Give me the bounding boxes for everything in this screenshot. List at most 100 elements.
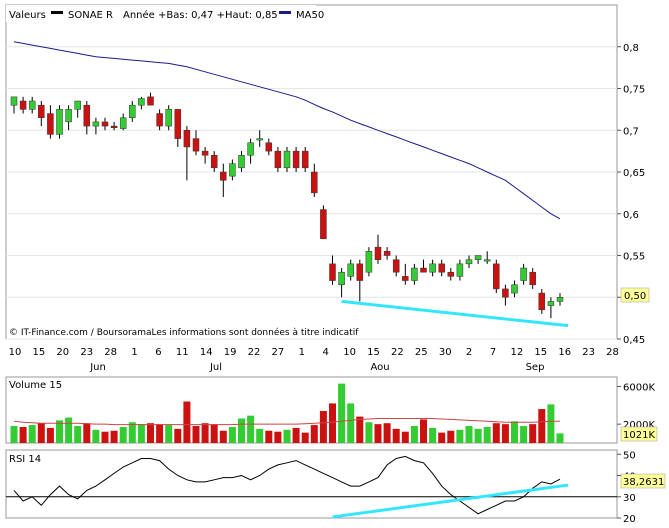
x-tick-label: 2 [466, 347, 472, 358]
x-tick-label: 6 [155, 347, 161, 358]
x-tick-label: 28 [104, 347, 117, 358]
volume-bar [319, 410, 327, 443]
candle-body [511, 284, 518, 294]
volume-bar [520, 426, 528, 443]
x-tick-label: 16 [558, 347, 571, 358]
price-gridlines [6, 46, 617, 340]
x-tick-label: 10 [343, 347, 356, 358]
legend-ma50-swatch [279, 11, 291, 14]
candle-body [147, 96, 154, 106]
candle-body [438, 263, 445, 273]
x-tick-label: 4 [323, 347, 329, 358]
volume-bar [365, 422, 373, 443]
volume-bar [456, 429, 464, 443]
volume-bar [265, 430, 273, 443]
volume-bar [165, 425, 173, 443]
x-tick-label: 20 [56, 347, 69, 358]
volume-legend: Volume 15 [9, 380, 62, 391]
candle-body [383, 251, 391, 256]
price-legend: Valeurs SONAE R Année +Bas: 0,47 +Haut: … [6, 5, 324, 22]
x-tick-label: 14 [200, 347, 213, 358]
x-month-label: Jul [209, 362, 222, 373]
volume-bar [492, 423, 500, 443]
x-tick-label: 23 [80, 347, 93, 358]
volume-bar [83, 423, 91, 443]
price-y-tick-label: 0,6 [623, 210, 639, 221]
x-tick-label: 22 [248, 347, 261, 358]
candle-body [229, 163, 236, 177]
candle-body [429, 263, 436, 273]
volume-bar [119, 426, 127, 443]
x-tick-label: 15 [367, 347, 380, 358]
x-tick-label: 7 [490, 347, 496, 358]
candle-body [411, 267, 418, 281]
volume-bar [174, 428, 182, 443]
x-tick-label: 25 [415, 347, 428, 358]
x-tick-label: 15 [534, 347, 547, 358]
candle-body [556, 297, 564, 302]
volume-bar [65, 417, 73, 443]
candle-body [338, 271, 345, 285]
x-tick-labels: 10 15 20 23 28 1 6 11 14 19 22 27 1 4 10 15 22 25 30 2 7 12 15… [9, 347, 619, 358]
volume-bar [274, 431, 282, 443]
last-volume-label: 1021K [623, 430, 655, 441]
x-tick-label: 12 [511, 347, 524, 358]
last-price-label: 0,50 [624, 291, 646, 302]
volume-bar [283, 429, 291, 443]
candle-body [247, 142, 254, 156]
volume-y-tick-label: 2000K [623, 420, 655, 431]
candle-body [283, 150, 291, 169]
candle-body [119, 117, 127, 129]
volume-bar [92, 429, 100, 443]
rsi-panel-frame [5, 449, 618, 519]
volume-bar [37, 423, 45, 443]
volume-bar [420, 419, 427, 443]
volume-bar [338, 383, 346, 443]
last-price-highlight [620, 287, 650, 303]
candle-body [10, 96, 18, 106]
candle-body [138, 98, 145, 106]
x-tick-label: 15 [33, 347, 46, 358]
volume-bar [238, 418, 245, 443]
x-month-label: Aou [370, 362, 389, 373]
x-tick-label: 30 [439, 347, 452, 358]
candle-body [101, 121, 109, 127]
volume-bar [46, 427, 54, 443]
last-rsi-highlight [620, 473, 666, 489]
candle-body [28, 100, 36, 110]
price-trendline [341, 299, 569, 328]
volume-bar [538, 409, 546, 443]
candle-body [329, 263, 336, 281]
rsi-y-tick-label: 30 [623, 493, 636, 504]
rsi-panel: RSI 14 50403020 38,2631 [5, 449, 666, 525]
volume-bar [128, 422, 136, 443]
ma50-line [13, 41, 561, 220]
rsi-trendline [332, 483, 569, 519]
x-tick-label: 19 [224, 347, 237, 358]
candle-body [174, 109, 182, 139]
volume-bar [501, 424, 509, 443]
volume-bar [137, 424, 145, 443]
x-tick-label: 11 [176, 347, 189, 358]
candle-body [356, 263, 364, 281]
volume-y-tick-label: 6000K [623, 382, 655, 393]
volume-bar [556, 433, 564, 443]
legend-sonae-label: SONAE R [68, 10, 113, 21]
candle-body [392, 259, 400, 273]
volume-bar [347, 403, 355, 443]
price-y-tick-label: 0,7 [623, 126, 639, 137]
rsi-legend: RSI 14 [9, 454, 41, 465]
volume-bar [438, 432, 446, 443]
candle-body [474, 255, 482, 260]
candle-body [19, 100, 27, 110]
volume-bar [529, 424, 537, 443]
candle-body [447, 271, 455, 277]
price-y-tick-label: 0,65 [623, 168, 645, 179]
legend-annee-label: Année +Bas: 0,47 +Haut: 0,85 [123, 9, 278, 21]
volume-bar [210, 424, 218, 443]
volume-bar [374, 424, 382, 443]
candle-body [220, 171, 227, 181]
x-tick-label: 28 [606, 347, 619, 358]
volume-bar [392, 428, 400, 443]
